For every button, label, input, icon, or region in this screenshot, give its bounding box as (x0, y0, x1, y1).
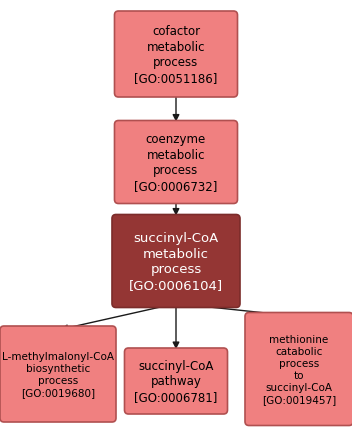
FancyBboxPatch shape (114, 12, 238, 98)
Text: succinyl-CoA
pathway
[GO:0006781]: succinyl-CoA pathway [GO:0006781] (134, 359, 218, 403)
FancyBboxPatch shape (112, 215, 240, 308)
FancyBboxPatch shape (245, 313, 352, 426)
FancyBboxPatch shape (114, 121, 238, 204)
Text: methionine
catabolic
process
to
succinyl-CoA
[GO:0019457]: methionine catabolic process to succinyl… (262, 334, 336, 404)
Text: succinyl-CoA
metabolic
process
[GO:0006104]: succinyl-CoA metabolic process [GO:00061… (129, 232, 223, 291)
Text: coenzyme
metabolic
process
[GO:0006732]: coenzyme metabolic process [GO:0006732] (134, 133, 218, 192)
Text: cofactor
metabolic
process
[GO:0051186]: cofactor metabolic process [GO:0051186] (134, 25, 218, 85)
FancyBboxPatch shape (125, 348, 227, 414)
FancyBboxPatch shape (0, 326, 116, 422)
Text: L-methylmalonyl-CoA
biosynthetic
process
[GO:0019680]: L-methylmalonyl-CoA biosynthetic process… (2, 351, 114, 397)
